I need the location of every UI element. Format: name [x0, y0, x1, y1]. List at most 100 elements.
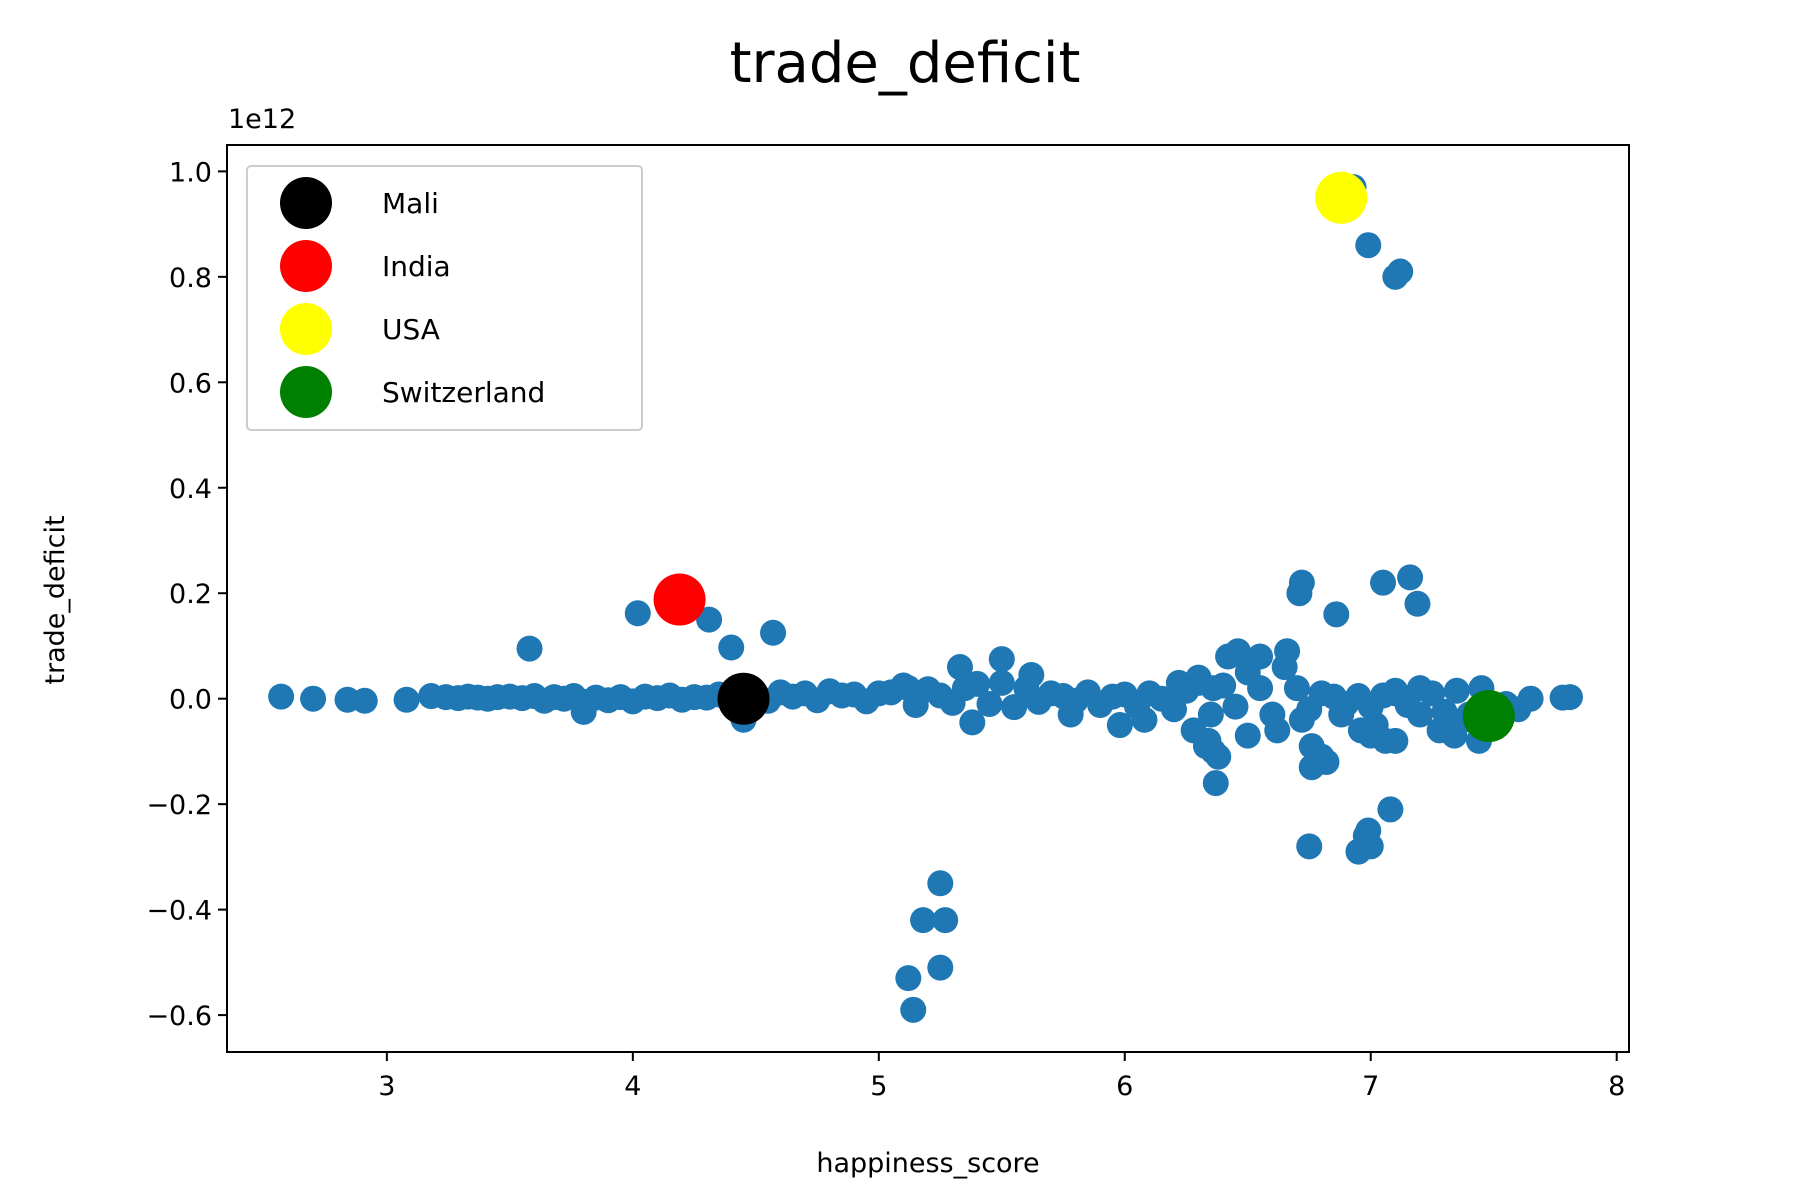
legend-label: India	[382, 250, 451, 283]
data-point	[1018, 661, 1045, 688]
data-point	[1001, 694, 1028, 721]
data-point	[1404, 590, 1431, 617]
data-point	[1313, 748, 1340, 775]
y-tick-label: −0.4	[146, 896, 212, 927]
data-point	[351, 687, 378, 714]
data-point	[393, 686, 420, 713]
data-point	[624, 600, 651, 627]
data-point	[1160, 696, 1187, 723]
chart-title: trade_deficit	[730, 31, 1081, 96]
legend-label: Switzerland	[382, 376, 545, 409]
data-point	[1377, 796, 1404, 823]
data-point	[1419, 680, 1446, 707]
data-point	[910, 907, 937, 934]
data-point	[718, 634, 745, 661]
data-point	[1195, 727, 1222, 754]
data-point	[1200, 675, 1227, 702]
y-axis: −0.6 −0.4 −0.2 0.0 0.2 0.4 0.6 0.8 1.0	[146, 157, 227, 1032]
x-tick-label: 4	[624, 1071, 641, 1102]
data-point	[1443, 677, 1470, 704]
legend-label: Mali	[382, 187, 439, 220]
points-layer	[268, 174, 1583, 1023]
data-point	[1517, 685, 1544, 712]
data-point	[1556, 684, 1583, 711]
data-point	[1057, 701, 1084, 728]
y-tick-label: −0.6	[146, 1001, 212, 1032]
data-point	[1197, 701, 1224, 728]
data-point	[1370, 569, 1397, 596]
y-tick-label: 1.0	[169, 157, 212, 188]
data-point	[1328, 701, 1355, 728]
data-point	[1357, 722, 1384, 749]
data-point	[927, 954, 954, 981]
highlight-layer	[653, 171, 1515, 743]
legend-marker-switzerland	[280, 366, 332, 418]
x-tick-label: 3	[378, 1071, 395, 1102]
data-point	[1247, 643, 1274, 670]
data-point	[1131, 706, 1158, 733]
plot-frame	[226, 144, 1630, 1053]
data-point	[570, 698, 597, 725]
x-tick-label: 6	[1116, 1071, 1133, 1102]
legend: Mali India USA Switzerland	[246, 165, 643, 431]
data-point	[964, 670, 991, 697]
data-point	[900, 996, 927, 1023]
data-point	[1264, 717, 1291, 744]
data-point	[760, 619, 787, 646]
legend-marker-usa	[280, 303, 332, 355]
y-offset-text: 1e12	[228, 104, 296, 135]
y-tick-label: 0.0	[169, 685, 212, 716]
data-point	[1387, 258, 1414, 285]
data-point	[696, 606, 723, 633]
data-point	[976, 690, 1003, 717]
x-axis: 3 4 5 6 7 8	[378, 1052, 1625, 1102]
highlight-point-india	[653, 573, 706, 626]
data-point	[895, 675, 922, 702]
data-point	[1247, 675, 1274, 702]
legend-label: USA	[382, 313, 440, 346]
data-point	[1382, 727, 1409, 754]
data-point	[1296, 833, 1323, 860]
data-point	[1234, 722, 1261, 749]
data-point	[895, 965, 922, 992]
data-point	[1222, 693, 1249, 720]
data-point	[1165, 669, 1192, 696]
data-point	[946, 654, 973, 681]
x-axis-label: happiness_score	[816, 1148, 1039, 1179]
highlight-point-mali	[717, 672, 770, 725]
data-point	[932, 907, 959, 934]
data-point	[1323, 601, 1350, 628]
y-tick-label: 0.2	[169, 579, 212, 610]
data-point	[1224, 638, 1251, 665]
data-point	[1288, 706, 1315, 733]
data-point	[1397, 564, 1424, 591]
data-point	[959, 709, 986, 736]
data-point	[1382, 680, 1409, 707]
y-tick-label: 0.8	[169, 263, 212, 294]
y-tick-label: −0.2	[146, 790, 212, 821]
data-point	[1355, 232, 1382, 259]
highlight-point-switzerland	[1462, 690, 1515, 743]
data-point	[516, 635, 543, 662]
legend-marker-india	[280, 240, 332, 292]
legend-box	[246, 165, 643, 431]
data-point	[1357, 833, 1384, 860]
highlight-point-usa	[1315, 171, 1368, 224]
data-point	[1202, 770, 1229, 797]
x-tick-label: 5	[870, 1071, 887, 1102]
x-tick-label: 7	[1362, 1071, 1379, 1102]
legend-items: Mali India USA Switzerland	[280, 177, 545, 418]
data-point	[1106, 712, 1133, 739]
y-tick-label: 0.6	[169, 368, 212, 399]
data-point	[988, 646, 1015, 673]
data-point	[927, 870, 954, 897]
data-point	[1286, 580, 1313, 607]
x-tick-label: 8	[1608, 1071, 1625, 1102]
y-axis-label: trade_deficit	[40, 515, 71, 684]
data-point	[300, 685, 327, 712]
data-point	[1283, 675, 1310, 702]
data-point	[988, 669, 1015, 696]
data-point	[1274, 638, 1301, 665]
